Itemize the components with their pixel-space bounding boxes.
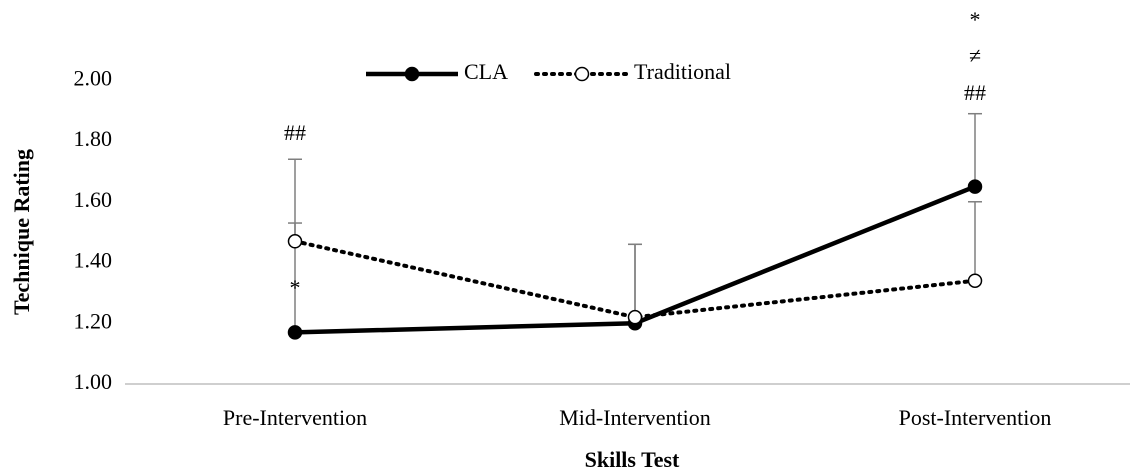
marker: [287, 325, 303, 340]
legend-marker: [404, 66, 420, 82]
y-tick-label: 1.40: [74, 248, 113, 273]
annotation: *: [970, 7, 981, 32]
marker: [967, 179, 983, 194]
y-axis-title: Technique Rating: [9, 149, 34, 315]
annotation: *: [290, 275, 301, 300]
error-bar: [288, 158, 302, 242]
annotation: ##: [284, 120, 306, 145]
x-tick-label: Post-Intervention: [899, 405, 1052, 430]
legend-label: Traditional: [634, 59, 731, 84]
legend-marker: [574, 66, 590, 82]
y-tick-label: 1.60: [74, 187, 113, 212]
x-axis-title: Skills Test: [585, 447, 680, 472]
marker: [967, 273, 983, 288]
y-tick-label: 1.00: [74, 369, 113, 394]
marker: [287, 234, 303, 249]
series-line: [293, 239, 977, 320]
error-bar: [968, 201, 982, 281]
y-tick-label: 2.00: [74, 65, 113, 90]
x-tick-label: Mid-Intervention: [559, 405, 711, 430]
marker: [627, 309, 643, 325]
x-tick-label: Pre-Intervention: [223, 405, 367, 430]
annotation: ≠: [969, 43, 981, 68]
annotation: ##: [964, 80, 986, 105]
legend-label: CLA: [464, 59, 508, 84]
error-bar: [628, 243, 642, 318]
y-tick-label: 1.20: [74, 308, 113, 333]
error-bar: [968, 112, 982, 187]
y-tick-label: 1.80: [74, 126, 113, 151]
